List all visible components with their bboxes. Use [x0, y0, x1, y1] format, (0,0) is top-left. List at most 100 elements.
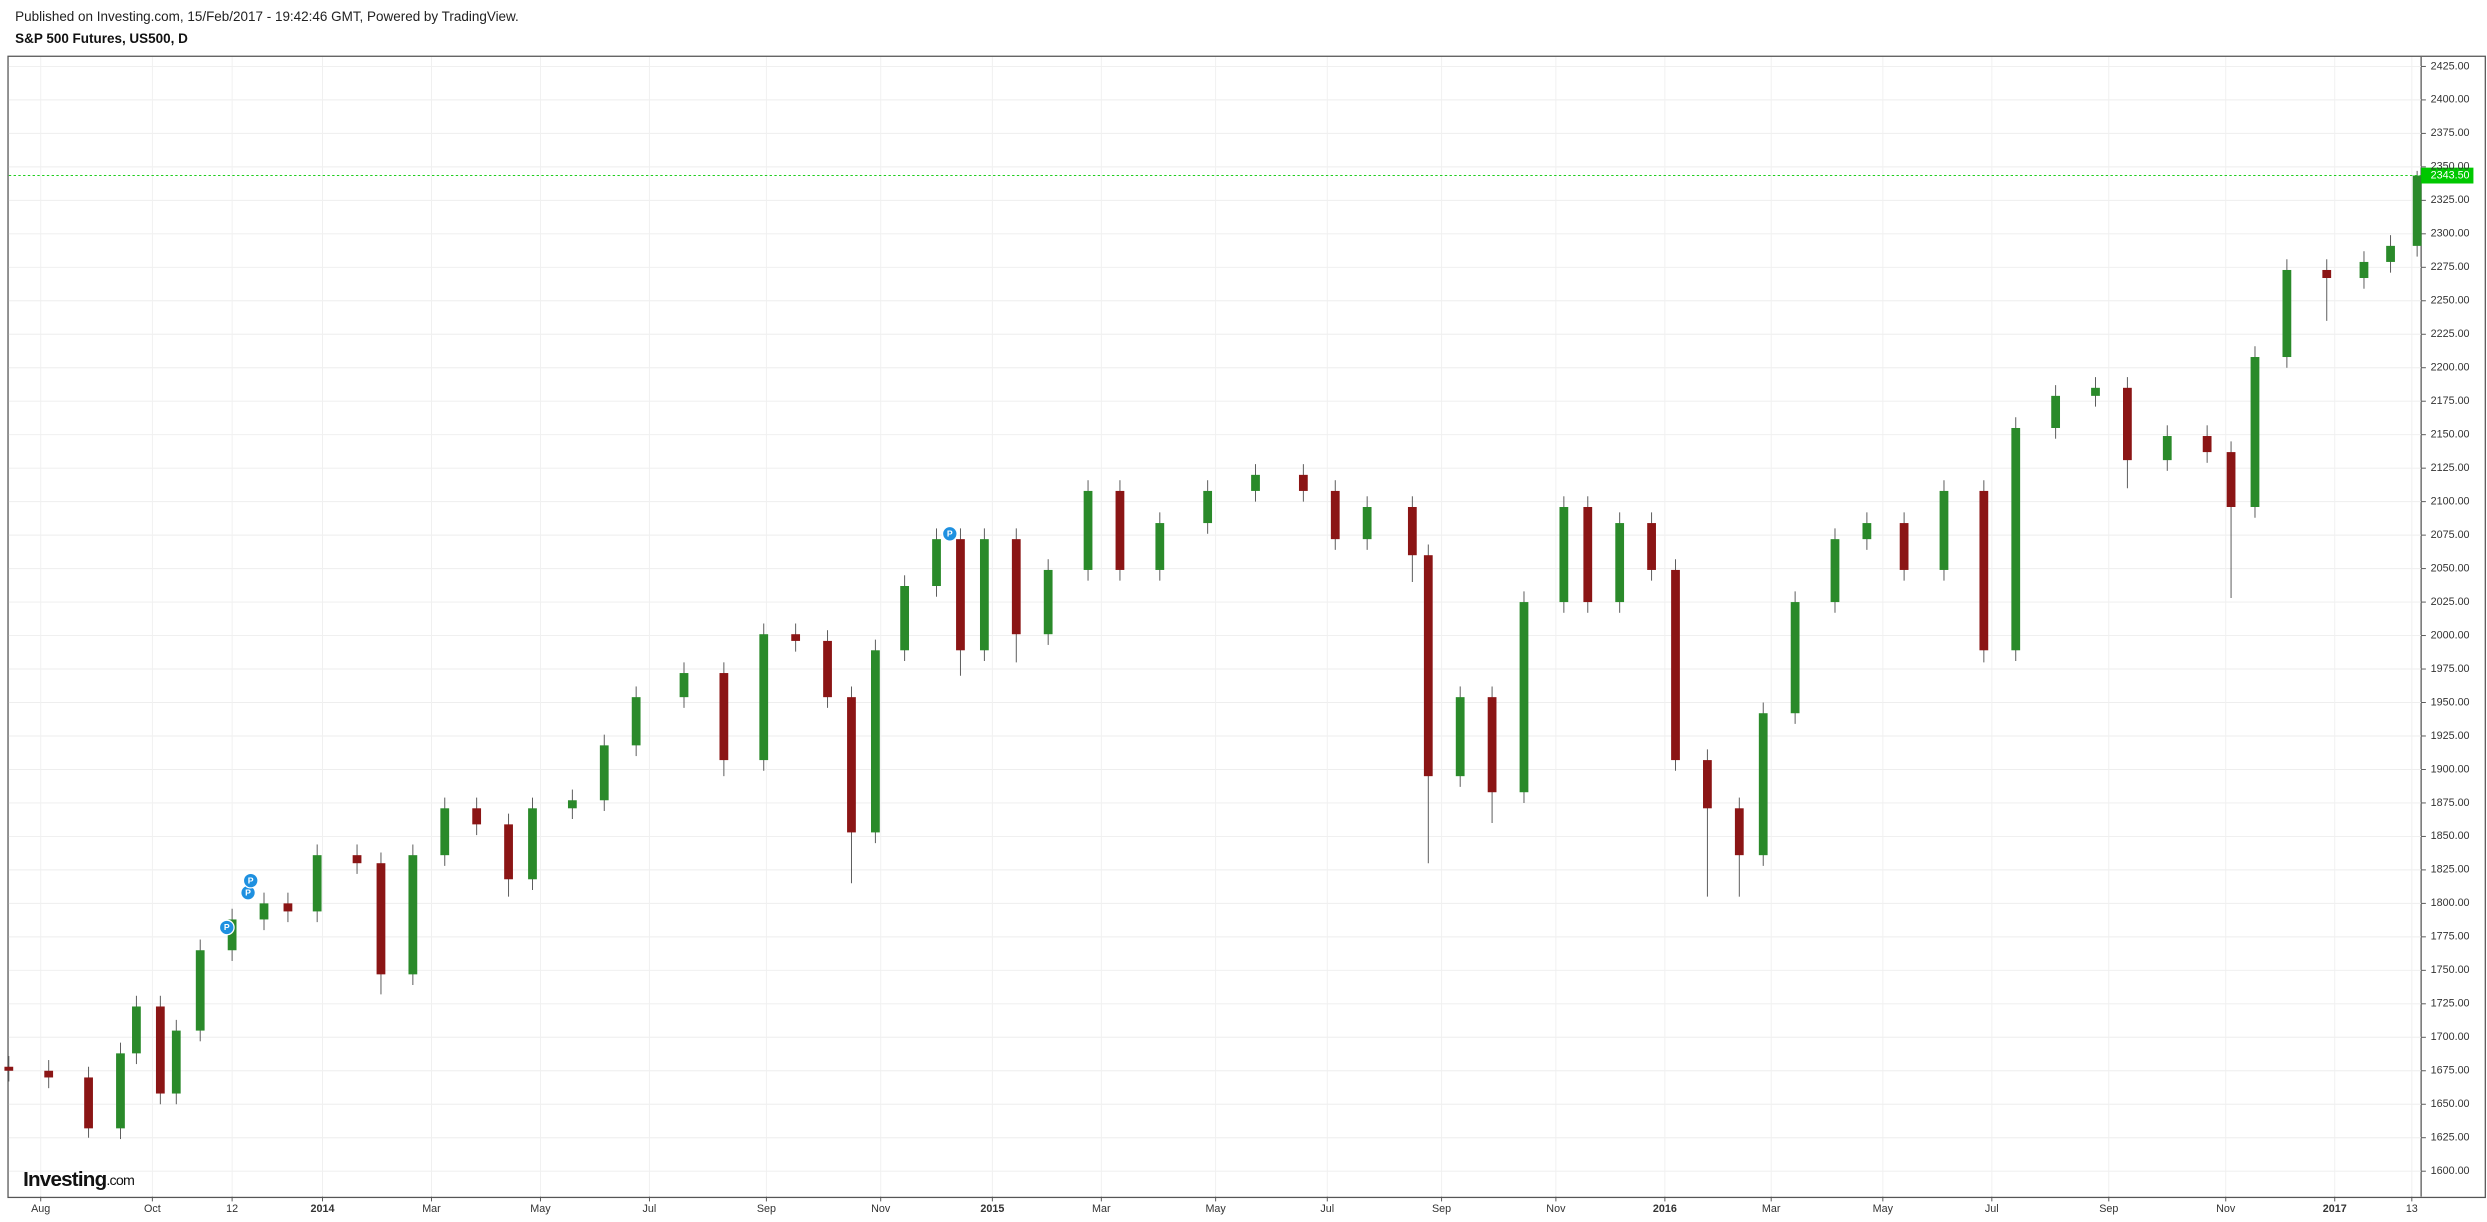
- idea-marker: [218, 919, 235, 936]
- candle-body: [1407, 506, 1417, 556]
- candle-body: [979, 539, 989, 651]
- y-tick-label: 2325.00: [2431, 194, 2470, 206]
- last-price-label: 2343.50: [2431, 169, 2470, 181]
- y-tick-label: 1775.00: [2431, 931, 2470, 943]
- y-tick-label: 2150.00: [2431, 429, 2470, 441]
- candle-body: [847, 697, 856, 833]
- candle-body: [1011, 539, 1021, 635]
- x-tick-label: Jul: [643, 1203, 657, 1215]
- y-tick-label: 2175.00: [2431, 395, 2470, 407]
- candle-body: [1758, 713, 1768, 856]
- candle-body: [1862, 523, 1872, 540]
- candle-body: [4, 1066, 14, 1071]
- y-tick-label: 2125.00: [2431, 462, 2470, 474]
- candle-body: [1615, 523, 1625, 603]
- idea-marker-label: P: [245, 887, 251, 897]
- y-tick-label: 2200.00: [2431, 362, 2470, 374]
- candle-body: [504, 824, 513, 880]
- y-tick-label: 2300.00: [2431, 228, 2470, 240]
- y-tick-label: 1925.00: [2431, 730, 2470, 742]
- x-tick-label: Mar: [1762, 1203, 1781, 1215]
- candle-body: [900, 586, 910, 651]
- candle-body: [2412, 175, 2422, 246]
- y-tick-label: 1600.00: [2431, 1165, 2470, 1177]
- x-tick-label: 2015: [980, 1203, 1004, 1215]
- candle-body: [440, 808, 450, 856]
- candle-body: [312, 855, 322, 912]
- candle-body: [1362, 506, 1372, 540]
- logo: Investing.com: [23, 1168, 134, 1191]
- last-price-tag: [2421, 167, 2474, 184]
- candle-body: [631, 697, 641, 746]
- x-tick-label: Sep: [1432, 1203, 1451, 1215]
- y-tick-label: 2225.00: [2431, 328, 2470, 340]
- candle-body: [1043, 569, 1053, 635]
- x-tick-label: Mar: [422, 1203, 441, 1215]
- candle-body: [528, 808, 537, 880]
- candle-body: [1519, 602, 1529, 793]
- candle-body: [1939, 490, 1949, 570]
- candle-body: [1734, 808, 1744, 856]
- candle-body: [599, 745, 609, 801]
- candle-body: [791, 634, 801, 641]
- candle-body: [44, 1070, 54, 1078]
- y-tick-label: 2050.00: [2431, 562, 2470, 574]
- candle-body: [408, 855, 418, 975]
- candle-body: [719, 673, 729, 761]
- y-tick-label: 1950.00: [2431, 696, 2470, 708]
- candle-body: [259, 903, 269, 920]
- y-tick-label: 1800.00: [2431, 897, 2470, 909]
- y-tick-label: 1700.00: [2431, 1031, 2470, 1043]
- x-tick-label: Oct: [144, 1203, 161, 1215]
- candle-body: [2359, 261, 2369, 279]
- candle-body: [283, 903, 293, 912]
- y-tick-label: 1875.00: [2431, 797, 2470, 809]
- x-tick-label: Jul: [1320, 1203, 1334, 1215]
- candle-body: [759, 634, 769, 761]
- x-tick-label: Jul: [1985, 1203, 1999, 1215]
- candle-body: [1115, 490, 1125, 570]
- y-tick-label: 1725.00: [2431, 998, 2470, 1010]
- candle-body: [1251, 474, 1260, 491]
- candle-body: [1455, 697, 1465, 777]
- x-tick-label: May: [530, 1203, 551, 1215]
- idea-marker: [941, 525, 958, 542]
- candle-body: [1583, 506, 1593, 603]
- candle-body: [1423, 555, 1433, 777]
- x-tick-label: 2016: [1653, 1203, 1677, 1215]
- candle-body: [155, 1006, 165, 1094]
- x-tick-label: Nov: [2216, 1203, 2236, 1215]
- logo-main: Investing: [23, 1168, 106, 1191]
- y-tick-label: 2100.00: [2431, 495, 2470, 507]
- y-tick-label: 2250.00: [2431, 295, 2470, 307]
- y-tick-label: 1675.00: [2431, 1065, 2470, 1077]
- candle-body: [679, 673, 689, 698]
- y-tick-label: 2400.00: [2431, 94, 2470, 106]
- candle-body: [1487, 697, 1497, 793]
- candle-body: [195, 950, 205, 1031]
- logo-suffix: .com: [106, 1173, 134, 1189]
- candle-body: [1083, 490, 1093, 570]
- idea-marker-label: P: [248, 875, 254, 885]
- y-tick-label: 2000.00: [2431, 629, 2470, 641]
- candle-body: [2282, 269, 2292, 358]
- y-tick-label: 2275.00: [2431, 261, 2470, 273]
- candle-body: [2386, 245, 2395, 262]
- y-tick-label: 1900.00: [2431, 763, 2470, 775]
- candle-body: [1830, 539, 1840, 603]
- y-tick-label: 1750.00: [2431, 964, 2470, 976]
- candle-body: [956, 539, 965, 651]
- candle-body: [84, 1077, 93, 1129]
- y-tick-label: 1625.00: [2431, 1132, 2470, 1144]
- idea-marker: [242, 872, 259, 889]
- x-tick-label: Mar: [1092, 1203, 1111, 1215]
- candle-body: [823, 640, 832, 698]
- candle-body: [1298, 474, 1308, 491]
- x-tick-label: May: [1205, 1203, 1226, 1215]
- x-tick-label: 12: [226, 1203, 238, 1215]
- candle-body: [1703, 760, 1712, 809]
- y-tick-label: 1850.00: [2431, 830, 2470, 842]
- idea-marker-label: P: [947, 529, 953, 539]
